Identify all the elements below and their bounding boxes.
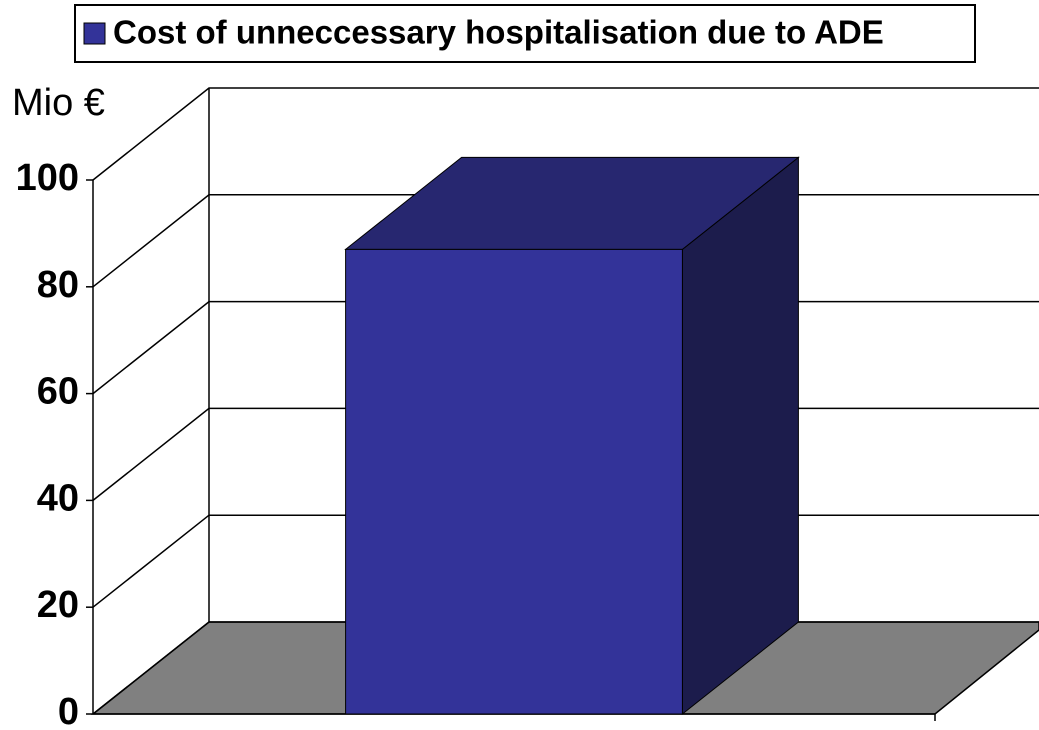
y-tick-label: 20 [37,584,79,626]
y-tick-label: 80 [37,264,79,306]
legend-marker [83,22,106,45]
grid-line [92,87,1039,181]
legend-box [74,4,976,63]
y-tick-label: 40 [37,477,79,519]
y-tick-label: 60 [37,371,79,413]
bar-side [681,156,799,716]
y-tick-label: 0 [58,691,79,730]
legend-label: Cost of unneccessary hospitalisation due… [113,14,884,51]
bar [345,248,683,715]
y-axis-label: Mio € [12,82,105,124]
y-tick-label: 100 [16,157,79,199]
